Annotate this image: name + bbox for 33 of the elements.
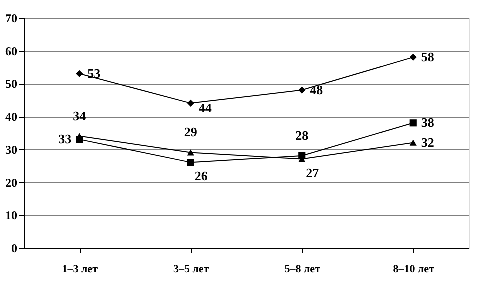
data-label: 27 [306,165,320,180]
y-tick-label: 20 [6,176,18,190]
data-label: 33 [58,132,72,147]
y-tick-label: 50 [6,77,18,92]
data-label: 32 [421,134,434,150]
x-tick-label: 8–10 лет [393,264,436,276]
data-label: 29 [184,124,198,140]
point [76,133,84,140]
data-label: 26 [194,168,208,184]
y-tick-label: 60 [6,44,18,58]
x-tick-label: 3–5 лет [174,264,210,276]
y-tick-label: 70 [6,12,18,26]
y-tick-label: 0 [12,242,18,256]
point [298,86,306,94]
y-tick-label: 10 [6,208,18,223]
y-tick-label: 30 [6,142,18,157]
data-label: 48 [310,82,324,98]
point [187,159,194,166]
x-tick-label: 1–3 лет [62,264,99,276]
point [410,54,417,61]
x-tick-label: 5–8 лет [284,264,322,276]
data-label: 28 [296,128,310,143]
point [187,100,194,107]
data-label: 38 [421,115,435,130]
point [410,120,417,127]
data-label: 58 [421,49,435,64]
point [76,70,84,78]
y-tick-label: 40 [6,110,18,124]
point [410,140,417,146]
data-label: 44 [198,100,212,116]
point [187,150,194,156]
data-label: 34 [73,108,87,124]
data-label: 53 [88,66,102,81]
